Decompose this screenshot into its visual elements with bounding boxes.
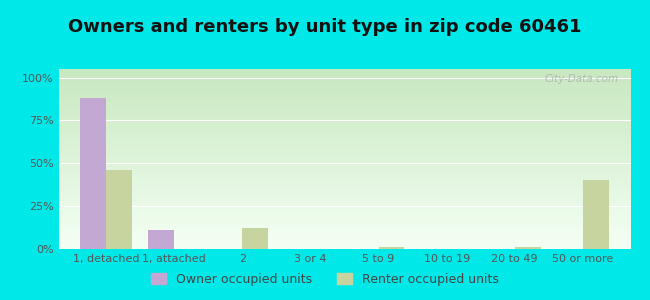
Bar [242,228,268,249]
Bar [106,170,132,249]
Text: City-Data.com: City-Data.com [545,74,619,84]
Bar [378,247,404,249]
Text: Owners and renters by unit type in zip code 60461: Owners and renters by unit type in zip c… [68,18,582,36]
Legend: Owner occupied units, Renter occupied units: Owner occupied units, Renter occupied un… [146,268,504,291]
Bar [515,247,541,249]
Bar [148,230,174,249]
Bar [583,180,608,249]
Bar [81,98,106,249]
